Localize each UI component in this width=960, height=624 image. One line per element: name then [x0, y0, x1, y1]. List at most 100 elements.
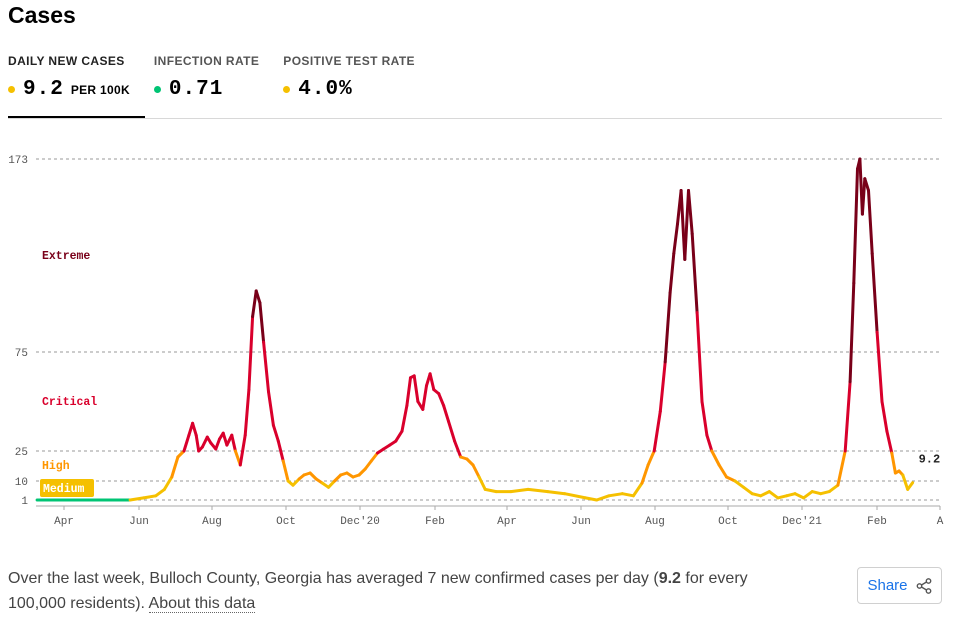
zone-label-high: High	[42, 460, 70, 473]
zone-label-critical: Critical	[42, 396, 97, 409]
line-segment	[142, 494, 158, 500]
line-segment	[447, 419, 457, 443]
line-segment	[710, 449, 721, 467]
line-segment	[281, 459, 290, 483]
x-axis: Apr Jun Aug Oct Dec'20 Feb Apr Jun Aug Oct Dec'21 F…	[36, 505, 944, 528]
x-tick-label: Aug	[645, 516, 665, 528]
line-segment	[584, 496, 599, 502]
line-segment	[759, 490, 771, 498]
about-data-link[interactable]: About this data	[148, 595, 256, 613]
line-segment	[200, 435, 209, 449]
line-segment	[767, 490, 780, 500]
x-tick-label: Apr	[54, 516, 74, 528]
grid-lines: 1 10 25 75 173	[8, 155, 940, 508]
line-segment	[182, 433, 191, 453]
y-tick-label: 25	[15, 447, 28, 459]
line-segment	[258, 301, 266, 344]
line-segment	[875, 330, 884, 403]
line-segment	[405, 376, 412, 407]
metric-label: POSITIVE TEST RATE	[283, 54, 415, 68]
line-segment	[607, 492, 624, 498]
line-segment	[843, 380, 852, 453]
tab-daily-new-cases[interactable]: DAILY NEW CASES 9.2 PER 100K	[8, 54, 130, 101]
metric-tabs: DAILY NEW CASES 9.2 PER 100K INFECTION R…	[8, 54, 439, 101]
metric-unit: PER 100K	[70, 82, 130, 97]
y-tick-label: 173	[8, 155, 28, 167]
line-segment	[214, 437, 221, 451]
line-segment	[890, 451, 897, 475]
x-tick-label: Jun	[129, 516, 149, 528]
line-segment	[733, 479, 746, 489]
y-tick-label: 10	[15, 477, 28, 489]
page-title: Cases	[8, 2, 76, 28]
line-segment	[802, 490, 814, 500]
zone-label-extreme: Extreme	[42, 250, 90, 263]
line-segment	[658, 360, 667, 413]
line-segment	[254, 289, 262, 305]
tab-infection-rate[interactable]: INFECTION RATE 0.71	[153, 54, 260, 101]
summary-highlight: 9.2	[658, 570, 681, 587]
line-segment	[428, 372, 436, 392]
line-segment	[725, 475, 737, 483]
line-segment	[483, 487, 498, 494]
line-segment	[262, 340, 270, 394]
line-segment	[251, 289, 258, 319]
share-icon	[916, 577, 931, 594]
line-segment	[631, 481, 644, 498]
line-segment	[652, 409, 662, 453]
x-tick-label: A	[937, 516, 944, 528]
summary-text: Over the last week, Bulloch County, Geor…	[8, 566, 788, 616]
line-segment	[827, 483, 840, 494]
daily-cases-chart: 1 10 25 75 173 Medium High Critical Extreme 9.2…	[8, 155, 944, 528]
line-segment	[243, 388, 251, 437]
line-segment	[793, 492, 806, 500]
line-segment	[663, 291, 672, 364]
line-segment	[700, 400, 709, 437]
line-segment	[194, 433, 201, 453]
line-segment	[363, 459, 373, 471]
line-segment	[595, 494, 611, 502]
line-segment	[526, 487, 550, 494]
x-tick-label: Aug	[202, 516, 222, 528]
tab-positive-test-rate[interactable]: POSITIVE TEST RATE 4.0%	[283, 54, 415, 101]
line-segment	[230, 433, 237, 453]
risk-zone-labels: Medium High Critical Extreme	[40, 250, 97, 497]
line-segment	[442, 404, 450, 423]
divider	[8, 118, 942, 119]
line-segment	[885, 429, 894, 455]
line-segment	[400, 404, 409, 433]
status-dot-icon	[283, 86, 291, 93]
line-segment	[369, 451, 379, 463]
x-tick-label: Jun	[571, 516, 591, 528]
line-segment	[453, 439, 463, 459]
metric-label: DAILY NEW CASES	[8, 54, 125, 68]
share-button[interactable]: Share	[857, 567, 942, 604]
line-segment	[191, 421, 198, 437]
summary-text-end: for every 100,000 residents).	[8, 570, 748, 612]
line-segment	[509, 487, 530, 494]
metric-label: INFECTION RATE	[153, 54, 260, 68]
line-segment	[640, 463, 650, 485]
line-segment	[238, 433, 247, 467]
line-segment	[128, 496, 146, 502]
line-segment	[705, 433, 714, 453]
line-segment	[276, 439, 285, 463]
case-line: 9.2	[35, 157, 940, 502]
line-segment	[687, 189, 694, 236]
line-segment	[717, 463, 728, 479]
zone-label-medium: Medium	[43, 483, 85, 496]
zone-label-medium-badge	[40, 479, 94, 497]
line-segment	[394, 429, 404, 443]
status-dot-icon	[153, 86, 161, 93]
metric-value: 0.71	[168, 78, 224, 101]
line-segment	[690, 232, 699, 315]
line-segment	[563, 492, 588, 500]
line-segment	[695, 311, 704, 403]
line-segment	[836, 449, 847, 487]
line-segment	[867, 189, 874, 255]
line-segment	[646, 449, 656, 467]
line-segment	[863, 177, 870, 192]
line-segment	[870, 252, 879, 334]
line-segment	[906, 481, 915, 491]
line-segment	[471, 463, 481, 479]
